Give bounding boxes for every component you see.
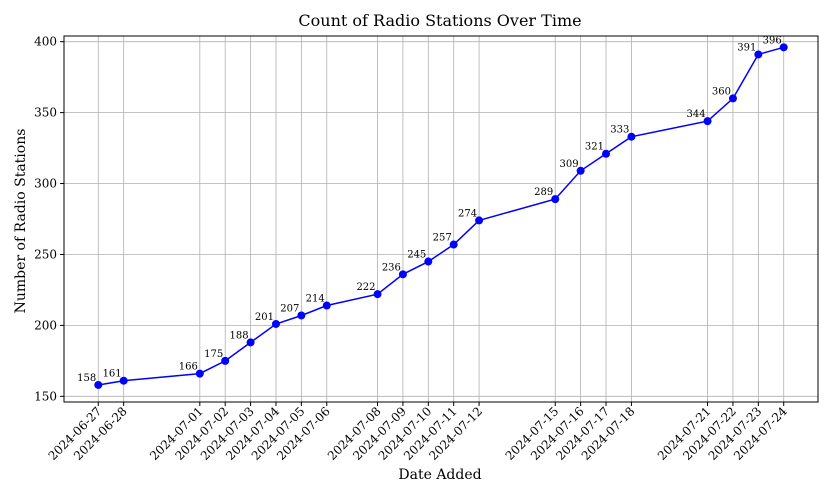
data-point <box>322 301 331 310</box>
data-point <box>703 117 712 126</box>
data-label: 245 <box>407 250 426 261</box>
data-label: 333 <box>610 125 629 136</box>
data-point <box>627 132 636 141</box>
data-labels: 158 161 166 175 188 201 207 214 222 236 245 257 274 2… <box>77 35 782 384</box>
grid <box>64 36 818 402</box>
data-label: 257 <box>433 233 452 244</box>
data-label: 274 <box>458 208 477 219</box>
data-point <box>779 43 788 52</box>
data-point <box>551 195 560 204</box>
data-point <box>297 311 306 320</box>
data-label: 344 <box>686 109 705 120</box>
y-axis-ticks: 150 200 250 300 350 400 <box>34 35 64 403</box>
data-label: 222 <box>356 282 375 293</box>
data-label: 188 <box>230 330 249 341</box>
data-label: 360 <box>712 86 731 97</box>
plot-frame <box>63 35 819 403</box>
series-line <box>98 46 784 386</box>
data-label: 236 <box>382 262 401 273</box>
data-point <box>728 94 737 103</box>
data-label: 175 <box>204 349 223 360</box>
data-point <box>602 149 611 158</box>
data-label: 309 <box>560 159 579 170</box>
data-point <box>754 50 763 59</box>
data-point <box>271 319 280 328</box>
data-point <box>94 380 103 389</box>
y-tick-label: 250 <box>34 247 57 261</box>
series-line-layer <box>98 46 784 386</box>
x-axis-label: Date Added <box>398 467 481 483</box>
data-label: 201 <box>255 312 274 323</box>
data-label: 396 <box>763 35 782 46</box>
data-label: 214 <box>306 294 325 305</box>
data-point <box>576 166 585 175</box>
y-tick-label: 200 <box>34 318 57 332</box>
data-point <box>221 356 230 365</box>
data-label: 166 <box>179 362 198 373</box>
y-axis-label: Number of Radio Stations <box>13 129 29 314</box>
data-label: 161 <box>103 369 122 380</box>
y-tick-label: 300 <box>34 177 57 191</box>
data-point <box>398 270 407 279</box>
y-tick-label: 350 <box>34 106 57 120</box>
data-point <box>195 369 204 378</box>
data-label: 207 <box>280 303 299 314</box>
data-label: 321 <box>585 142 604 153</box>
y-tick-label: 150 <box>34 389 57 403</box>
chart-title: Count of Radio Stations Over Time <box>298 11 581 30</box>
data-point <box>424 257 433 266</box>
data-label: 158 <box>77 373 96 384</box>
data-point <box>373 290 382 299</box>
y-tick-label: 400 <box>34 35 57 49</box>
data-point <box>449 240 458 249</box>
data-label: 391 <box>737 42 756 53</box>
data-point <box>119 376 128 385</box>
data-points <box>94 43 788 389</box>
data-label: 289 <box>534 187 553 198</box>
data-point <box>246 338 255 347</box>
data-point <box>475 216 484 225</box>
